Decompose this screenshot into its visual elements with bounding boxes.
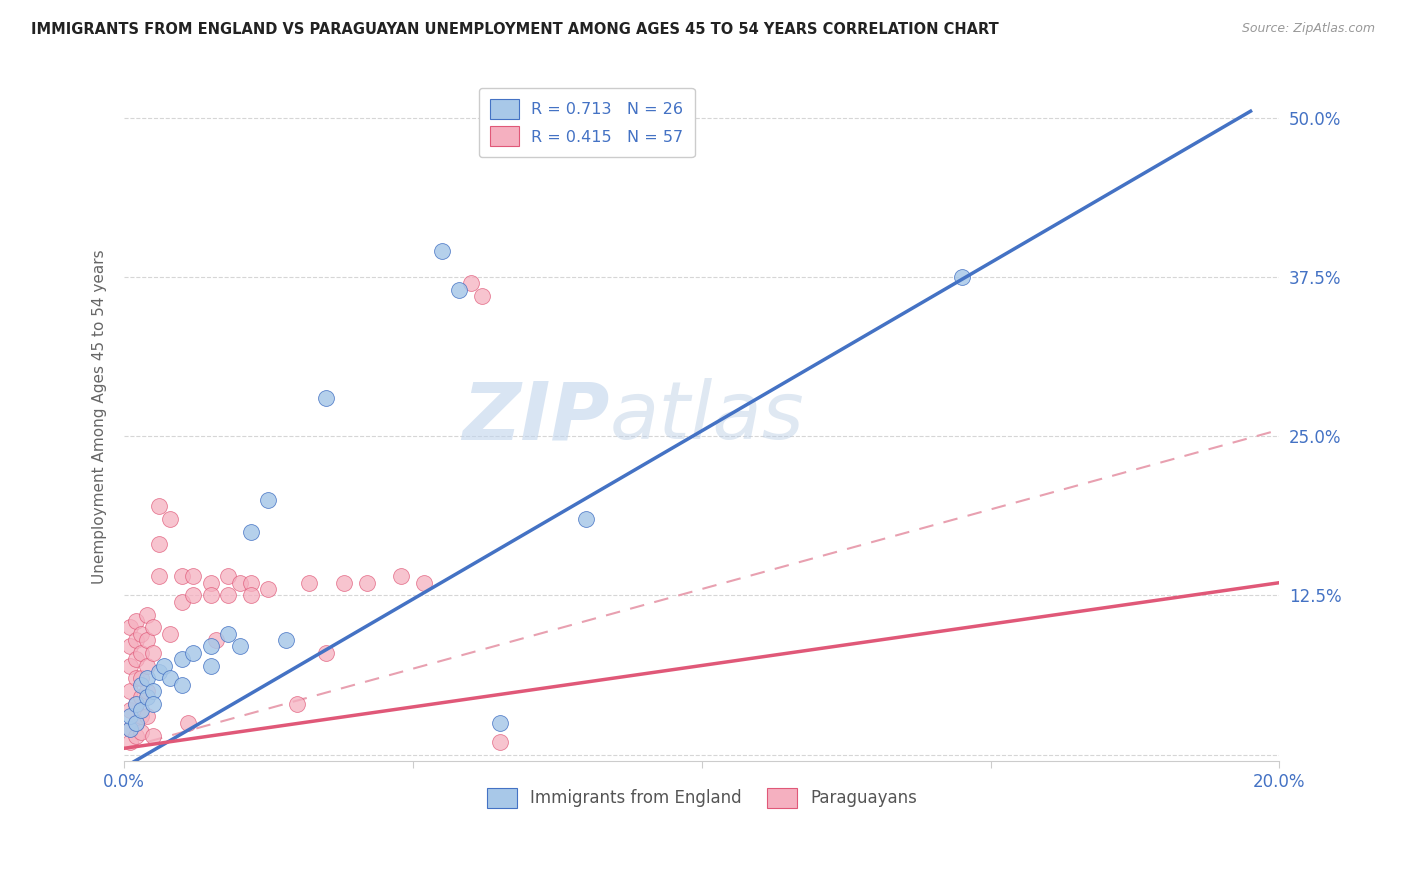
Point bbox=[142, 729, 165, 743]
Point bbox=[131, 690, 153, 705]
Point bbox=[356, 575, 378, 590]
Point bbox=[200, 575, 222, 590]
Point bbox=[430, 244, 453, 259]
Point bbox=[142, 646, 165, 660]
Point bbox=[413, 575, 436, 590]
Point bbox=[181, 589, 204, 603]
Point bbox=[217, 589, 239, 603]
Point bbox=[217, 626, 239, 640]
Point bbox=[200, 589, 222, 603]
Point bbox=[159, 512, 181, 526]
Point bbox=[257, 492, 280, 507]
Point bbox=[136, 684, 159, 698]
Point bbox=[170, 595, 193, 609]
Point bbox=[131, 626, 153, 640]
Point bbox=[217, 569, 239, 583]
Point bbox=[136, 671, 159, 685]
Point bbox=[315, 646, 337, 660]
Point bbox=[131, 709, 153, 723]
Point bbox=[257, 582, 280, 596]
Point bbox=[200, 640, 222, 654]
Point bbox=[118, 735, 141, 749]
Point bbox=[488, 715, 510, 730]
Point bbox=[142, 620, 165, 634]
Point bbox=[124, 697, 146, 711]
Point bbox=[148, 537, 170, 551]
Point bbox=[389, 569, 412, 583]
Point bbox=[153, 658, 176, 673]
Point bbox=[460, 277, 482, 291]
Point bbox=[118, 658, 141, 673]
Point bbox=[159, 671, 181, 685]
Point bbox=[240, 575, 263, 590]
Point bbox=[170, 569, 193, 583]
Point bbox=[118, 640, 141, 654]
Point bbox=[240, 524, 263, 539]
Point bbox=[240, 589, 263, 603]
Point bbox=[148, 665, 170, 679]
Point bbox=[148, 500, 170, 514]
Point bbox=[170, 652, 193, 666]
Text: ZIP: ZIP bbox=[463, 378, 609, 456]
Point bbox=[488, 735, 510, 749]
Point bbox=[315, 391, 337, 405]
Point bbox=[170, 678, 193, 692]
Point bbox=[471, 289, 494, 303]
Point bbox=[124, 715, 146, 730]
Point bbox=[118, 723, 141, 737]
Point bbox=[274, 633, 297, 648]
Point bbox=[136, 633, 159, 648]
Point bbox=[136, 709, 159, 723]
Point bbox=[298, 575, 321, 590]
Point bbox=[118, 709, 141, 723]
Point bbox=[950, 269, 973, 284]
Point bbox=[176, 715, 198, 730]
Point bbox=[124, 715, 146, 730]
Point bbox=[142, 697, 165, 711]
Point bbox=[228, 575, 250, 590]
Point bbox=[131, 646, 153, 660]
Point bbox=[131, 703, 153, 717]
Point bbox=[124, 633, 146, 648]
Point bbox=[159, 626, 181, 640]
Point bbox=[181, 569, 204, 583]
Point bbox=[200, 658, 222, 673]
Point bbox=[124, 671, 146, 685]
Point bbox=[285, 697, 308, 711]
Point bbox=[449, 283, 471, 297]
Point bbox=[181, 646, 204, 660]
Point bbox=[118, 620, 141, 634]
Point bbox=[136, 690, 159, 705]
Legend: Immigrants from England, Paraguayans: Immigrants from England, Paraguayans bbox=[479, 781, 924, 814]
Point bbox=[131, 671, 153, 685]
Point bbox=[136, 607, 159, 622]
Point bbox=[118, 684, 141, 698]
Point bbox=[228, 640, 250, 654]
Point bbox=[136, 658, 159, 673]
Point bbox=[205, 633, 228, 648]
Text: Source: ZipAtlas.com: Source: ZipAtlas.com bbox=[1241, 22, 1375, 36]
Point bbox=[118, 723, 141, 737]
Point bbox=[332, 575, 354, 590]
Point bbox=[124, 614, 146, 628]
Point bbox=[124, 729, 146, 743]
Text: atlas: atlas bbox=[609, 378, 804, 456]
Point bbox=[118, 703, 141, 717]
Text: IMMIGRANTS FROM ENGLAND VS PARAGUAYAN UNEMPLOYMENT AMONG AGES 45 TO 54 YEARS COR: IMMIGRANTS FROM ENGLAND VS PARAGUAYAN UN… bbox=[31, 22, 998, 37]
Y-axis label: Unemployment Among Ages 45 to 54 years: Unemployment Among Ages 45 to 54 years bbox=[93, 250, 107, 584]
Point bbox=[131, 678, 153, 692]
Point bbox=[124, 652, 146, 666]
Point bbox=[575, 512, 598, 526]
Point bbox=[131, 724, 153, 739]
Point bbox=[148, 569, 170, 583]
Point bbox=[124, 697, 146, 711]
Point bbox=[142, 684, 165, 698]
